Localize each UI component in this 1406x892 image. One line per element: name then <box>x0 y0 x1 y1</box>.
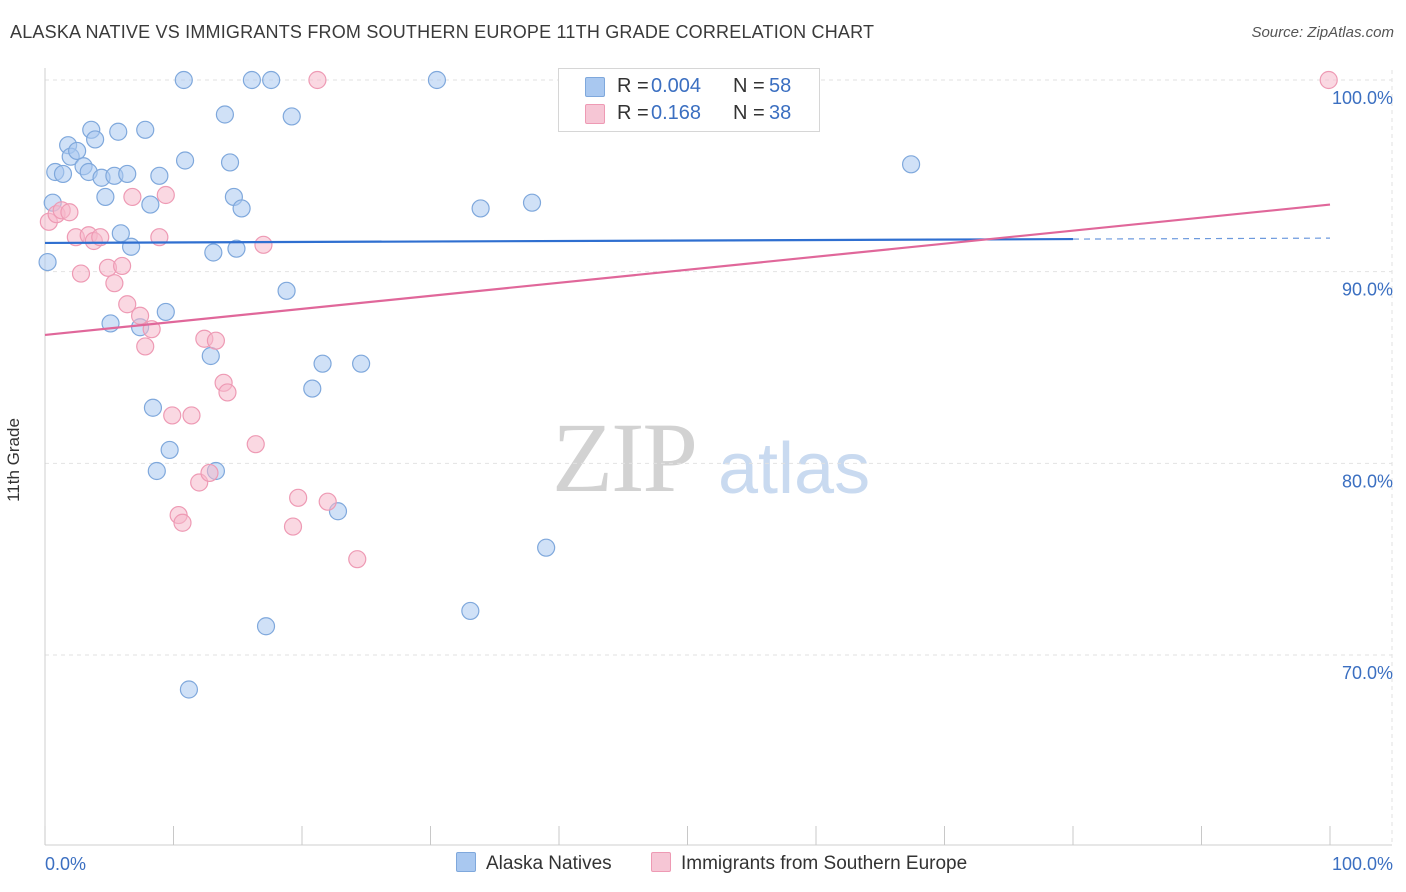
legend-swatch-blue <box>585 77 605 97</box>
legend-n-value: 58 <box>769 75 792 97</box>
alaska-native-point <box>461 601 480 621</box>
southern-europe-point <box>130 306 150 325</box>
southern-europe-point <box>118 295 137 314</box>
alaska-native-point <box>156 302 175 322</box>
alaska-native-point <box>303 379 322 398</box>
southern-europe-point <box>112 256 132 276</box>
chart-title: ALASKA NATIVE VS IMMIGRANTS FROM SOUTHER… <box>10 22 875 42</box>
southern-europe-point <box>60 203 79 222</box>
alaska-native-point <box>121 237 141 256</box>
y-tick-label: 70.0% <box>1342 663 1393 683</box>
alaska-native-point <box>215 105 234 124</box>
southern-europe-point <box>136 337 155 356</box>
y-tick-label: 100.0% <box>1332 88 1393 108</box>
alaska-native-point <box>313 354 332 373</box>
alaska-native-point <box>201 346 220 366</box>
legend-swatch-pink <box>585 104 605 124</box>
southern-europe-point <box>1319 70 1338 90</box>
y-tick-label: 80.0% <box>1342 471 1393 491</box>
legend-r-label: R = <box>617 102 649 124</box>
alaska-native-point <box>282 107 301 126</box>
alaska-native-trendline <box>44 237 1074 245</box>
y-tick-label: 90.0% <box>1342 280 1393 300</box>
correlation-legend: R = 0.004 N = 58 R = 0.168 N = 38 <box>558 68 820 132</box>
alaska-native-point <box>175 151 195 170</box>
southern-europe-point <box>318 492 337 511</box>
southern-europe-point <box>105 274 124 293</box>
legend-n-label: N = <box>733 75 765 97</box>
alaska-native-point <box>220 153 240 172</box>
bottom-legend-alaska-natives: Alaska Natives <box>456 852 612 875</box>
alaska-native-point <box>143 398 163 417</box>
legend-r-label: R = <box>617 75 649 97</box>
alaska-native-point <box>86 130 105 149</box>
alaska-native-point <box>141 195 160 214</box>
alaska-native-point <box>150 166 169 185</box>
x-tick-label: 100.0% <box>1332 854 1393 874</box>
alaska-native-point <box>427 70 447 90</box>
alaska-native-point <box>352 354 371 373</box>
alaska-native-point <box>118 164 137 184</box>
bottom-legend-label: Immigrants from Southern Europe <box>681 853 968 874</box>
y-axis-label: 11th Grade <box>4 418 23 502</box>
alaska-native-point <box>53 164 73 184</box>
bottom-swatch-pink <box>651 852 671 872</box>
legend-r-value: 0.168 <box>651 102 702 124</box>
southern-europe-point <box>71 264 91 283</box>
alaska-native-point <box>471 199 490 218</box>
southern-europe-point <box>283 517 303 536</box>
alaska-native-point <box>242 70 261 90</box>
alaska-native-point <box>277 281 296 300</box>
southern-europe-point <box>289 488 308 507</box>
alaska-native-point <box>174 70 193 90</box>
alaska-native-point <box>537 538 556 557</box>
alaska-native-point <box>256 617 276 636</box>
legend-r-value: 0.004 <box>651 75 702 97</box>
southern-europe-point <box>308 70 327 90</box>
southern-europe-point <box>163 406 182 425</box>
alaska-native-point <box>147 461 166 481</box>
southern-europe-point <box>156 185 175 205</box>
southern-europe-trendline <box>44 203 1331 337</box>
alaska-native-point <box>136 120 155 139</box>
southern-europe-point <box>173 513 192 532</box>
legend-n-label: N = <box>733 102 765 124</box>
legend-n-value: 38 <box>769 102 792 124</box>
alaska-native-point <box>38 252 57 272</box>
alaska-native-trendline-extension <box>1072 237 1331 240</box>
x-tick-label: 0.0% <box>45 854 86 874</box>
southern-europe-point <box>123 187 142 207</box>
alaska-native-point <box>109 122 128 141</box>
watermark-atlas: atlas <box>718 429 871 509</box>
alaska-native-point <box>262 70 281 90</box>
southern-europe-point <box>206 331 226 350</box>
bottom-swatch-blue <box>456 852 476 872</box>
watermark-zip: ZIP <box>552 402 698 513</box>
southern-europe-point <box>246 435 265 454</box>
alaska-native-point <box>204 243 223 262</box>
southern-europe-point <box>254 235 273 254</box>
alaska-native-point <box>227 239 246 258</box>
southern-europe-point <box>348 550 367 569</box>
alaska-native-point <box>232 199 251 218</box>
alaska-native-point <box>160 440 179 460</box>
southern-europe-point <box>218 383 237 402</box>
bottom-legend-label: Alaska Natives <box>486 853 612 874</box>
southern-europe-point <box>91 228 110 247</box>
bottom-legend-southern-europe: Immigrants from Southern Europe <box>651 852 967 875</box>
southern-europe-point <box>182 406 201 425</box>
alaska-native-point <box>179 680 199 699</box>
alaska-native-point <box>96 187 115 207</box>
southern-europe-point <box>200 463 219 483</box>
source-label: Source: ZipAtlas.com <box>1251 24 1394 41</box>
alaska-native-point <box>68 141 87 161</box>
alaska-native-point <box>522 193 542 212</box>
alaska-native-point <box>901 155 921 174</box>
